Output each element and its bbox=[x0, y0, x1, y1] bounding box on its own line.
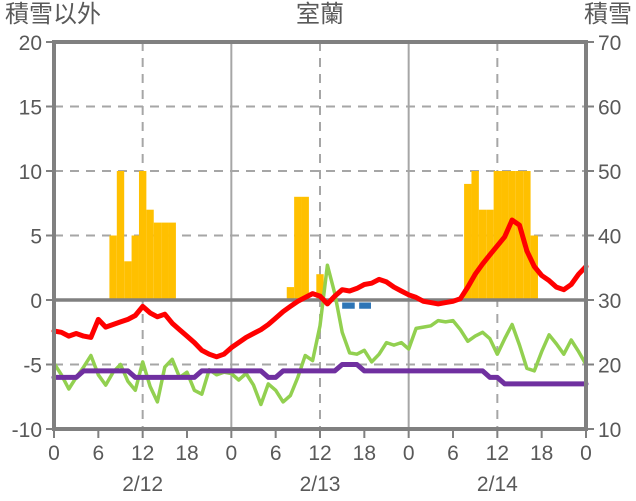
orange-bar bbox=[294, 196, 302, 300]
tick-label: 40 bbox=[598, 226, 621, 249]
tick-label: 5 bbox=[30, 226, 42, 249]
orange-bar bbox=[109, 235, 117, 300]
tick-label: 2/14 bbox=[477, 473, 518, 496]
tick-label: 12 bbox=[308, 442, 331, 465]
purple-snow-depth-line bbox=[51, 362, 589, 387]
orange-bar bbox=[515, 171, 524, 300]
chart-title: 室蘭 bbox=[296, 1, 344, 28]
tick-label: 30 bbox=[598, 290, 621, 313]
tick-label: 2/13 bbox=[300, 473, 341, 496]
tick-label: 18 bbox=[530, 442, 553, 465]
tick-label: 18 bbox=[175, 442, 198, 465]
orange-bar bbox=[168, 222, 176, 300]
tick-label: 12 bbox=[131, 442, 154, 465]
tick-label: 6 bbox=[92, 442, 104, 465]
tick-label: 20 bbox=[598, 355, 621, 378]
orange-bar bbox=[471, 171, 479, 300]
axis-ticks bbox=[46, 41, 594, 438]
orange-bar bbox=[153, 222, 162, 300]
orange-bar bbox=[124, 261, 132, 300]
blue-bar bbox=[342, 302, 355, 309]
tick-label: 0 bbox=[48, 442, 60, 465]
orange-bar bbox=[301, 196, 309, 300]
orange-bar bbox=[508, 171, 516, 300]
blue-bar-series bbox=[342, 302, 371, 309]
orange-bar bbox=[131, 235, 139, 300]
tick-label: 0 bbox=[30, 290, 42, 313]
orange-bar bbox=[464, 183, 472, 300]
tick-label: 70 bbox=[598, 32, 621, 55]
tick-label: 12 bbox=[486, 442, 509, 465]
tick-label: 10 bbox=[19, 161, 42, 184]
plot-frame bbox=[52, 40, 588, 431]
orange-bar bbox=[286, 287, 295, 300]
tick-label: 10 bbox=[598, 419, 621, 442]
orange-bar bbox=[478, 209, 487, 300]
left-axis-title: 積雪以外 bbox=[5, 1, 101, 28]
tick-label: 0 bbox=[225, 442, 237, 465]
orange-bar bbox=[316, 274, 324, 300]
tick-label: 0 bbox=[580, 442, 592, 465]
right-axis-title: 積雪 bbox=[584, 1, 632, 28]
green-line bbox=[52, 263, 588, 407]
orange-bar bbox=[138, 171, 147, 300]
orange-bar bbox=[523, 171, 531, 300]
tick-label: -10 bbox=[12, 419, 42, 442]
tick-label: 20 bbox=[19, 32, 42, 55]
blue-bar bbox=[359, 302, 371, 309]
tick-label: 6 bbox=[270, 442, 282, 465]
tick-label: 0 bbox=[403, 442, 415, 465]
tick-label: 50 bbox=[598, 161, 621, 184]
tick-label: 2/12 bbox=[122, 473, 163, 496]
orange-bar bbox=[493, 171, 502, 300]
tick-label: 15 bbox=[19, 97, 42, 120]
tick-label: 60 bbox=[598, 97, 621, 120]
tick-label: 18 bbox=[353, 442, 376, 465]
tick-label: -5 bbox=[23, 355, 42, 378]
tick-label: 6 bbox=[447, 442, 459, 465]
red-line bbox=[51, 217, 589, 360]
orange-bar bbox=[146, 209, 154, 300]
orange-bar bbox=[161, 222, 169, 300]
orange-bar bbox=[116, 171, 125, 300]
